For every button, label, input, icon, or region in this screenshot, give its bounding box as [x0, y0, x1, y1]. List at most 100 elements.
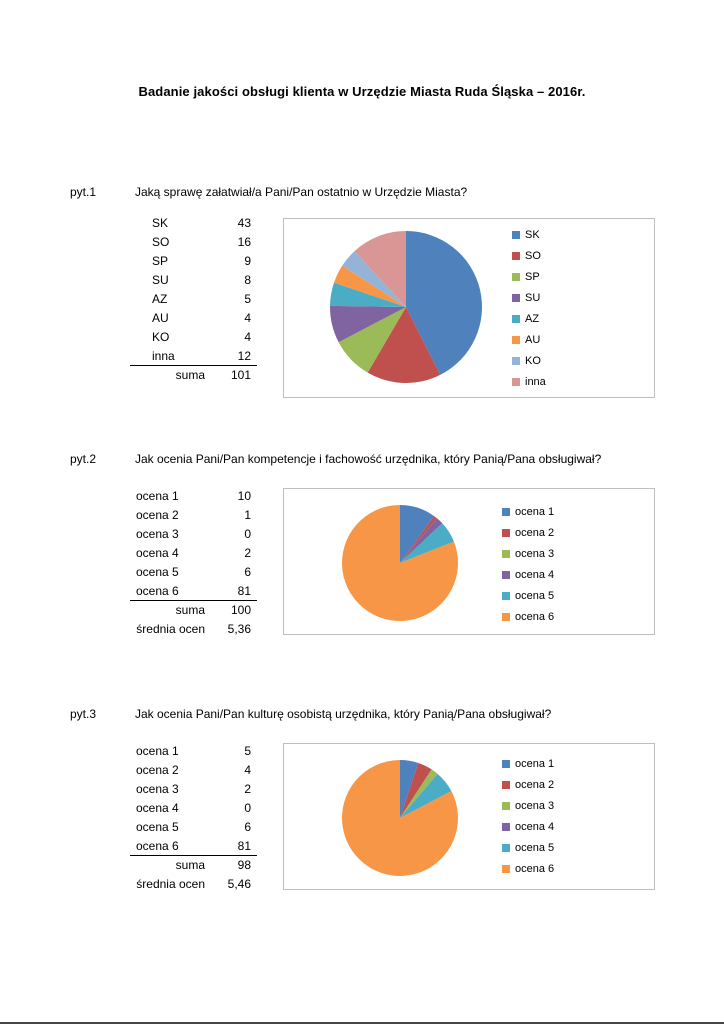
- legend-label: ocena 5: [515, 589, 555, 602]
- row-label: ocena 1: [136, 489, 179, 503]
- legend-swatch: [512, 230, 520, 239]
- row-value: 6: [244, 565, 251, 579]
- table-row: inna 12: [130, 347, 257, 366]
- legend-item: inna: [512, 371, 546, 392]
- table-row: ocena 1 5: [130, 742, 257, 761]
- legend-swatch: [512, 314, 520, 323]
- table-row: ocena 1 10: [130, 487, 257, 506]
- chart-frame-pyt2: ocena 1 ocena 2 ocena 3 ocena 4 ocena 5 ocena…: [283, 488, 655, 635]
- legend-item: ocena 1: [502, 501, 554, 522]
- table-row: ocena 6 81: [130, 837, 257, 856]
- legend-item: SO: [512, 245, 546, 266]
- row-label: suma: [175, 368, 205, 382]
- pie-slice: [330, 282, 406, 307]
- row-value: 9: [244, 254, 251, 268]
- legend-item: SP: [512, 266, 546, 287]
- legend-item: ocena 2: [502, 774, 554, 795]
- legend-swatch: [502, 822, 510, 831]
- table-row: średnia ocen 5,36: [130, 620, 257, 639]
- table-row: ocena 4 2: [130, 544, 257, 563]
- row-label: KO: [152, 330, 170, 344]
- row-label: ocena 4: [136, 801, 179, 815]
- legend-label: ocena 6: [515, 862, 555, 875]
- row-label: średnia ocen: [136, 622, 205, 636]
- row-label: ocena 5: [136, 565, 179, 579]
- row-value: 98: [237, 858, 251, 872]
- question-text-pyt2: Jak ocenia Pani/Pan kompetencje i fachow…: [135, 452, 602, 466]
- legend-swatch: [502, 507, 510, 516]
- pie-slice: [338, 307, 406, 373]
- pie-chart-pyt1: [330, 231, 482, 383]
- legend-label: inna: [525, 375, 546, 388]
- row-label: ocena 3: [136, 782, 179, 796]
- legend-label: ocena 6: [515, 610, 555, 623]
- table-row: AZ 5: [130, 290, 257, 309]
- legend-pyt3: ocena 1 ocena 2 ocena 3 ocena 4 ocena 5 ocena…: [502, 753, 554, 879]
- legend-label: ocena 4: [515, 820, 555, 833]
- pie-chart-pyt2: [341, 505, 458, 621]
- legend-swatch: [512, 251, 520, 260]
- row-value: 4: [244, 311, 251, 325]
- question-label-pyt2: pyt.2: [70, 452, 97, 466]
- legend-item: ocena 3: [502, 795, 554, 816]
- legend-label: ocena 1: [515, 505, 555, 518]
- legend-item: ocena 1: [502, 753, 554, 774]
- pie-chart-pyt3: [342, 760, 458, 876]
- legend-pyt2: ocena 1 ocena 2 ocena 3 ocena 4 ocena 5 ocena…: [502, 501, 554, 627]
- legend-swatch: [512, 335, 520, 344]
- table-row: SU 8: [130, 271, 257, 290]
- row-value: 8: [244, 273, 251, 287]
- legend-item: KO: [512, 350, 546, 371]
- row-value: 4: [244, 763, 251, 777]
- pie-slice: [400, 762, 432, 818]
- page-bottom-edge: [0, 1022, 724, 1024]
- data-table-pyt3: ocena 1 5 ocena 2 4 ocena 3 2 ocena 4 0 ocena 5 6…: [130, 742, 257, 894]
- pie-slice: [400, 516, 437, 563]
- row-value: 16: [237, 235, 251, 249]
- row-label: ocena 4: [136, 546, 179, 560]
- legend-label: ocena 4: [515, 568, 555, 581]
- table-row: ocena 2 4: [130, 761, 257, 780]
- table-row: średnia ocen 5,46: [130, 875, 257, 894]
- legend-swatch: [502, 612, 510, 621]
- row-label: ocena 1: [136, 744, 179, 758]
- pie-slice: [342, 760, 458, 876]
- legend-item: ocena 3: [502, 543, 554, 564]
- legend-swatch: [502, 759, 510, 768]
- row-label: AU: [152, 311, 169, 325]
- legend-label: SU: [525, 291, 541, 304]
- row-value: 10: [237, 489, 251, 503]
- legend-swatch: [512, 272, 520, 281]
- row-label: AZ: [152, 292, 168, 306]
- legend-item: ocena 6: [502, 606, 554, 627]
- question-row-pyt1: pyt.1 Jaką sprawę załatwiał/a Pani/Pan o…: [0, 185, 724, 201]
- legend-label: ocena 5: [515, 841, 555, 854]
- row-value: 6: [244, 820, 251, 834]
- legend-label: AZ: [525, 312, 540, 325]
- legend-swatch: [502, 843, 510, 852]
- legend-item: SU: [512, 287, 546, 308]
- table-row: ocena 5 6: [130, 563, 257, 582]
- question-label-pyt3: pyt.3: [70, 707, 97, 721]
- row-value: 0: [244, 527, 251, 541]
- row-value: 101: [230, 368, 251, 382]
- pie-slice: [400, 773, 452, 818]
- row-label: ocena 6: [136, 584, 179, 598]
- row-label: SO: [152, 235, 170, 249]
- legend-swatch: [502, 591, 510, 600]
- legend-label: SO: [525, 249, 541, 262]
- legend-label: ocena 3: [515, 799, 555, 812]
- pie-slice: [400, 518, 443, 563]
- row-value: 81: [237, 839, 251, 853]
- row-label: SP: [152, 254, 169, 268]
- pie-slice: [342, 251, 406, 307]
- page-title: Badanie jakości obsługi klienta w Urzędz…: [138, 84, 586, 99]
- pie-slice: [354, 231, 406, 307]
- row-label: średnia ocen: [136, 877, 205, 891]
- table-row: ocena 2 1: [130, 506, 257, 525]
- legend-label: ocena 3: [515, 547, 555, 560]
- legend-swatch: [512, 356, 520, 365]
- table-row: ocena 6 81: [130, 582, 257, 601]
- pie-slice: [406, 231, 482, 375]
- pie-slice: [400, 769, 438, 818]
